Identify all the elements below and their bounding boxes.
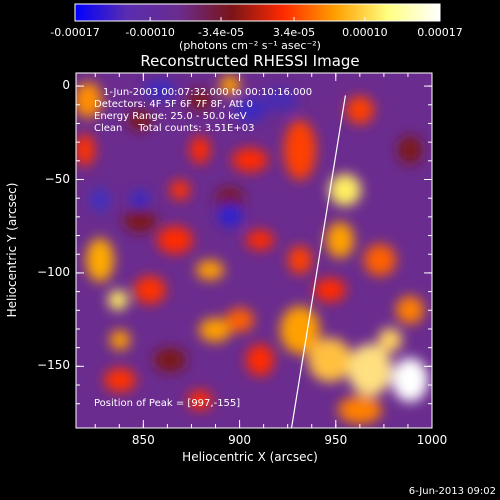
emission-blob: [326, 222, 354, 258]
emission-blob: [124, 208, 156, 232]
chart-title: Reconstructed RHESSI Image: [140, 52, 360, 70]
emission-blob: [378, 328, 402, 352]
x-tick-label: 900: [228, 433, 252, 447]
emission-blob: [90, 188, 110, 212]
emission-blob: [308, 338, 352, 382]
footer-timestamp: 6-Jun-2013 09:02: [408, 486, 496, 497]
colorbar-gradient: [75, 4, 440, 21]
x-tick-label: 1000: [416, 433, 448, 447]
emission-blob: [218, 203, 242, 227]
colorbar-frame: [74, 3, 441, 22]
emission-blob: [170, 180, 190, 200]
annotation-detectors: Detectors: 4F 5F 6F 7F 8F, Att 0: [94, 99, 254, 110]
x-tick-label: 950: [324, 433, 348, 447]
emission-blob: [154, 348, 186, 372]
axis-ticks: [76, 73, 433, 428]
y-tick-label: −50: [44, 171, 70, 186]
emission-blob: [314, 278, 346, 302]
emission-blob: [157, 226, 193, 254]
emission-blobs: [76, 75, 428, 424]
emission-blob: [110, 330, 130, 350]
annotation-method: Clean Total counts: 3.51E+03: [94, 123, 255, 134]
emission-blob: [398, 136, 422, 164]
emission-blob: [76, 134, 95, 166]
colorbar-tick-label: 3.4e-05: [272, 26, 316, 39]
emission-blob: [234, 98, 266, 122]
colorbar-tick-label: -0.00017: [50, 26, 100, 39]
colorbar-ticks: [74, 17, 441, 21]
x-axis-title: Heliocentric X (arcsec): [182, 450, 318, 464]
emission-blob: [76, 82, 102, 118]
emission-blob: [246, 344, 274, 376]
emission-blob: [128, 110, 152, 130]
emission-blob: [346, 96, 374, 124]
emission-blob: [348, 344, 392, 396]
annotation-time: 1-Jun-2003 00:07:32.000 to 00:10:16.000: [103, 87, 313, 98]
emission-blob: [392, 358, 428, 402]
emission-blob: [396, 296, 424, 324]
emission-blob: [199, 318, 231, 342]
emission-blob: [196, 260, 224, 280]
emission-blob: [246, 230, 274, 250]
emission-blob: [284, 120, 316, 180]
colorbar-units: (photons cm⁻² s⁻¹ asec⁻²): [179, 39, 321, 52]
y-axis-title: Heliocentric Y (arcsec): [5, 182, 19, 318]
emission-blob: [338, 396, 382, 424]
solar-limb-line: [290, 95, 346, 428]
y-tick-label: −150: [37, 358, 70, 373]
emission-blob: [226, 308, 254, 332]
emission-blob: [232, 148, 268, 172]
y-tick-label: −100: [37, 264, 70, 279]
emission-blob: [188, 90, 212, 110]
emission-blob: [364, 244, 396, 276]
colorbar-tick-label: 0.00017: [417, 26, 463, 39]
emission-blob: [288, 246, 312, 274]
emission-blob: [190, 136, 210, 164]
annotation-peak: Position of Peak = [997,-155]: [94, 398, 241, 409]
emission-blob: [280, 306, 320, 354]
emission-blob: [104, 368, 136, 392]
colorbar-tick-label: 0.00010: [342, 26, 388, 39]
emission-blob: [144, 80, 176, 100]
emission-blob: [220, 75, 240, 95]
emission-blob: [262, 88, 298, 112]
emission-blob: [134, 276, 166, 304]
annotation-energy: Energy Range: 25.0 - 50.0 keV: [94, 111, 247, 122]
emission-blob: [329, 174, 361, 206]
colorbar-tick-label: -3.4e-05: [197, 26, 245, 39]
x-tick-label: 850: [131, 433, 155, 447]
emission-blob: [130, 190, 150, 210]
y-tick-label: 0: [62, 78, 70, 93]
plot-frame: [75, 72, 433, 429]
colorbar-tick-label: -0.00010: [125, 26, 175, 39]
emission-blob: [188, 390, 212, 410]
emission-blob: [86, 238, 114, 282]
emission-blob: [108, 290, 128, 310]
